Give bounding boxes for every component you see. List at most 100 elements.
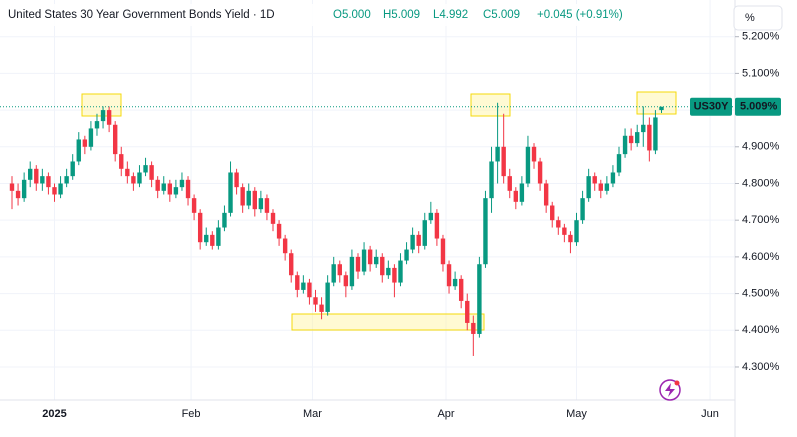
candle-body xyxy=(34,168,39,184)
candle-body xyxy=(276,223,282,239)
x-tick-label: 2025 xyxy=(42,408,66,420)
candle-body xyxy=(628,135,634,144)
highlight-box xyxy=(291,313,485,331)
header-bg xyxy=(0,4,630,26)
candle-body xyxy=(28,168,33,180)
candle-body xyxy=(307,282,312,298)
candle-body xyxy=(349,256,355,287)
candle-body xyxy=(598,183,603,191)
candle-body xyxy=(234,172,239,188)
y-tick-label: 4.600% xyxy=(742,251,780,263)
x-tick-label: Jun xyxy=(701,408,719,420)
candle-body xyxy=(367,249,373,265)
header-high: H5.009 xyxy=(383,9,420,21)
candle-body xyxy=(501,146,506,177)
x-tick-label: Feb xyxy=(182,408,201,420)
candle-body xyxy=(416,234,421,246)
x-tick-label: Mar xyxy=(303,408,322,420)
candle-body xyxy=(9,183,15,191)
candle-body xyxy=(659,106,664,111)
y-tick-label: 5.100% xyxy=(742,67,780,79)
candle-body xyxy=(295,275,300,290)
candle-body xyxy=(525,146,531,184)
candle-body xyxy=(446,264,452,287)
candle-body xyxy=(428,212,434,221)
symbol-tag-label: US30Y xyxy=(694,101,730,113)
last-price-tag xyxy=(735,97,781,116)
candle-body xyxy=(161,183,166,191)
candle-body xyxy=(374,256,379,265)
candle-body xyxy=(52,187,57,195)
candle-body xyxy=(222,212,227,228)
candle-body xyxy=(82,139,88,147)
candle-body xyxy=(562,227,567,235)
candle-body xyxy=(331,264,336,283)
candle-body xyxy=(191,198,197,213)
candle-body xyxy=(301,282,306,290)
candle-body xyxy=(616,154,622,173)
scale-button[interactable] xyxy=(733,5,783,31)
candle-body xyxy=(258,198,264,210)
candle-body xyxy=(179,179,185,188)
x-tick-label: May xyxy=(566,408,587,420)
x-tick-label: Apr xyxy=(437,408,454,420)
candle-body xyxy=(537,161,543,184)
candle-body xyxy=(641,124,646,133)
candle-body xyxy=(477,264,482,334)
candle-body xyxy=(622,135,628,155)
candle-body xyxy=(489,161,494,199)
y-tick-label: 4.700% xyxy=(742,214,780,226)
candle-body xyxy=(282,238,288,254)
y-tick-label: 4.900% xyxy=(742,141,780,153)
candle-body xyxy=(380,256,385,276)
y-tick-label: 4.400% xyxy=(742,324,780,336)
candles xyxy=(9,102,664,356)
candle-body xyxy=(325,282,330,312)
candle-body xyxy=(465,300,470,323)
candle-body xyxy=(137,172,142,184)
header-low: L4.992 xyxy=(433,9,468,21)
candle-body xyxy=(550,205,555,221)
candle-body xyxy=(495,146,500,162)
candle-body xyxy=(240,187,245,206)
candle-body xyxy=(635,132,640,144)
candle-body xyxy=(15,190,21,199)
candle-body xyxy=(21,179,27,199)
candle-body xyxy=(386,267,391,276)
candle-body xyxy=(94,121,100,129)
candle-body xyxy=(70,161,75,177)
candle-body xyxy=(106,110,112,125)
y-tick-label: 5.200% xyxy=(742,31,780,43)
candle-body xyxy=(112,124,118,155)
candle-body xyxy=(452,278,458,287)
candle-body xyxy=(125,168,130,177)
candle-body xyxy=(197,212,203,243)
scale-button-label[interactable]: % xyxy=(745,12,755,24)
candle-body xyxy=(131,176,136,184)
header-open: O5.000 xyxy=(333,9,371,21)
y-tick-label: 4.300% xyxy=(742,361,780,373)
candle-body xyxy=(647,124,652,151)
candle-body xyxy=(210,234,215,246)
candle-body xyxy=(422,220,427,246)
candle-body xyxy=(440,238,446,265)
candle-body xyxy=(483,198,488,265)
candle-body xyxy=(289,253,294,276)
candle-body xyxy=(404,249,409,261)
candle-body xyxy=(592,176,597,184)
candle-body xyxy=(604,183,610,191)
candle-body xyxy=(355,256,361,272)
highlight-box xyxy=(636,91,677,115)
y-tick-label: 4.500% xyxy=(742,287,780,299)
candle-body xyxy=(471,322,476,334)
candle-body xyxy=(264,198,270,213)
candle-body xyxy=(361,249,367,272)
grid xyxy=(0,0,735,400)
candle-body xyxy=(434,212,440,239)
candle-body xyxy=(228,172,233,213)
lightning-glyph xyxy=(665,383,675,397)
candle-body xyxy=(76,139,81,162)
candle-body xyxy=(392,267,397,283)
candle-body xyxy=(185,179,191,199)
candle-body xyxy=(58,183,63,195)
